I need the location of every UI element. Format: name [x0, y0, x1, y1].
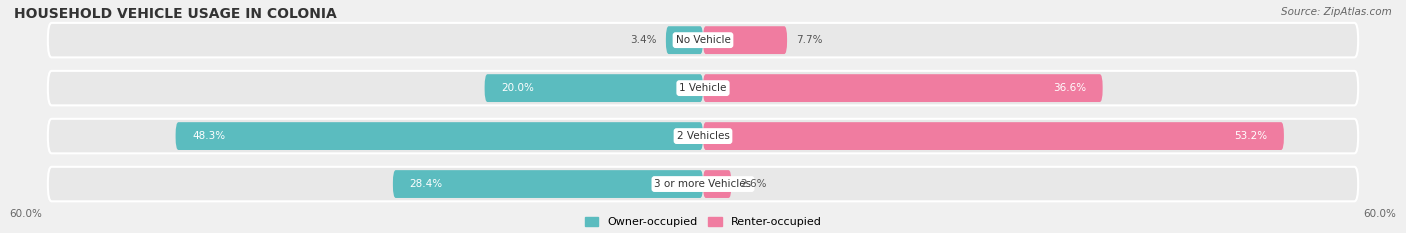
FancyBboxPatch shape	[703, 122, 1284, 150]
FancyBboxPatch shape	[703, 170, 731, 198]
Text: 53.2%: 53.2%	[1234, 131, 1268, 141]
FancyBboxPatch shape	[703, 74, 1102, 102]
FancyBboxPatch shape	[48, 23, 1358, 57]
FancyBboxPatch shape	[485, 74, 703, 102]
Text: 60.0%: 60.0%	[10, 209, 42, 219]
FancyBboxPatch shape	[176, 122, 703, 150]
FancyBboxPatch shape	[703, 26, 787, 54]
Text: 1 Vehicle: 1 Vehicle	[679, 83, 727, 93]
Text: 7.7%: 7.7%	[796, 35, 823, 45]
Text: 48.3%: 48.3%	[193, 131, 225, 141]
Text: 3 or more Vehicles: 3 or more Vehicles	[654, 179, 752, 189]
Text: 20.0%: 20.0%	[501, 83, 534, 93]
Text: HOUSEHOLD VEHICLE USAGE IN COLONIA: HOUSEHOLD VEHICLE USAGE IN COLONIA	[14, 7, 337, 21]
Text: 36.6%: 36.6%	[1053, 83, 1087, 93]
FancyBboxPatch shape	[392, 170, 703, 198]
Text: 28.4%: 28.4%	[409, 179, 443, 189]
FancyBboxPatch shape	[666, 26, 703, 54]
Legend: Owner-occupied, Renter-occupied: Owner-occupied, Renter-occupied	[581, 212, 825, 232]
FancyBboxPatch shape	[48, 71, 1358, 105]
Text: Source: ZipAtlas.com: Source: ZipAtlas.com	[1281, 7, 1392, 17]
Text: 2.6%: 2.6%	[740, 179, 766, 189]
Text: 60.0%: 60.0%	[1364, 209, 1396, 219]
FancyBboxPatch shape	[48, 167, 1358, 201]
Text: 3.4%: 3.4%	[631, 35, 657, 45]
Text: 2 Vehicles: 2 Vehicles	[676, 131, 730, 141]
FancyBboxPatch shape	[48, 119, 1358, 153]
Text: No Vehicle: No Vehicle	[675, 35, 731, 45]
